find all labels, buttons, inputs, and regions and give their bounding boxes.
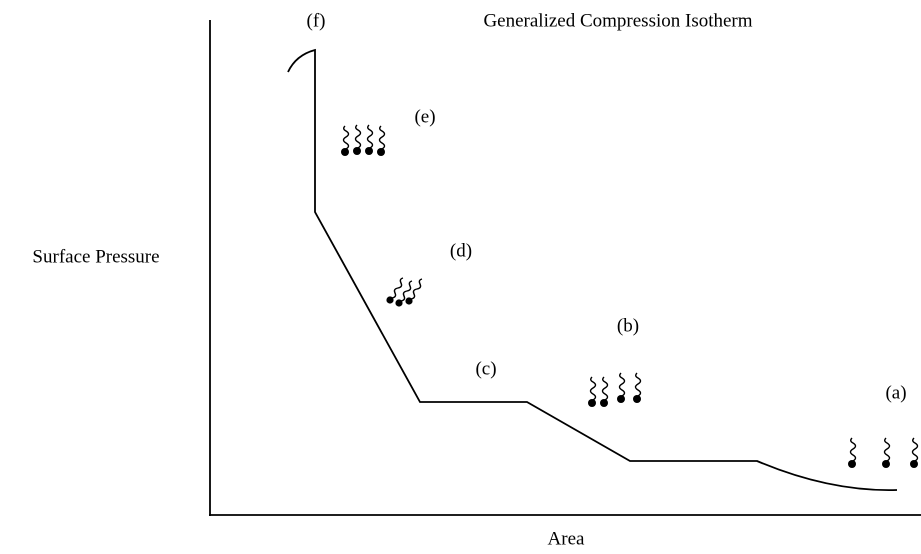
molecule (404, 278, 423, 306)
molecule (847, 437, 857, 469)
molecule (909, 437, 919, 469)
molecules-condensed (340, 124, 386, 157)
phase-label: (d) (450, 240, 472, 261)
molecule (587, 376, 597, 408)
phase-label: (b) (617, 315, 639, 336)
molecule (599, 376, 609, 408)
molecule (352, 124, 362, 156)
phase-label: (f) (307, 10, 326, 31)
molecules-expanded (587, 372, 642, 408)
x-axis-label: Area (548, 528, 585, 549)
y-axis-label: Surface Pressure (32, 246, 159, 267)
molecules-tilted (385, 277, 423, 308)
molecules-gas (847, 437, 919, 469)
title: Generalized Compression Isotherm (483, 10, 752, 31)
phase-label: (e) (414, 106, 435, 127)
phase-label: (c) (475, 358, 496, 379)
molecule (881, 437, 891, 469)
molecule (364, 124, 374, 156)
molecule (340, 125, 350, 157)
molecule (632, 372, 642, 404)
molecule (616, 372, 626, 404)
phase-label: (a) (885, 382, 906, 403)
molecule (376, 125, 386, 157)
isotherm-curve (287, 48, 898, 492)
